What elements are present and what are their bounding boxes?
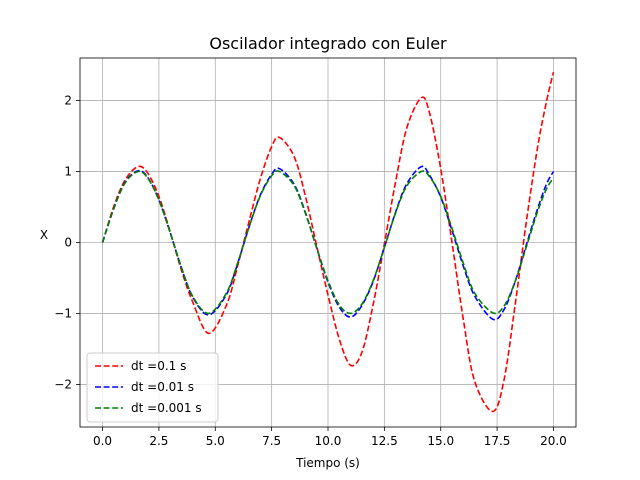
y-axis-ticks: −2 −1 0 1 2: [54, 94, 80, 391]
x-tick-label: 17.5: [484, 434, 511, 448]
plot-lines: [101, 72, 555, 413]
legend: dt =0.1 s dt =0.01 s dt =0.001 s: [86, 352, 219, 423]
x-tick-label: 2.5: [149, 434, 168, 448]
y-tick-label: 0: [64, 236, 72, 250]
y-axis-label: X: [40, 228, 48, 242]
chart-title: Oscilador integrado con Euler: [209, 34, 447, 53]
x-tick-label: 7.5: [262, 434, 281, 448]
x-tick-label: 12.5: [371, 434, 398, 448]
series-line-dt-0-001-s: [101, 170, 555, 315]
x-tick-label: 10.0: [315, 434, 342, 448]
x-tick-label: 0.0: [93, 434, 112, 448]
x-tick-label: 5.0: [206, 434, 225, 448]
x-tick-label: 20.0: [540, 434, 567, 448]
y-tick-label: 2: [64, 94, 72, 108]
legend-label: dt =0.001 s: [131, 401, 202, 415]
x-axis-label: Tiempo (s): [295, 456, 360, 470]
legend-frame: [86, 352, 219, 423]
legend-label: dt =0.1 s: [131, 359, 186, 373]
y-tick-label: 1: [64, 165, 72, 179]
x-tick-label: 15.0: [427, 434, 454, 448]
y-tick-label: −2: [54, 377, 72, 391]
legend-label: dt =0.01 s: [131, 380, 194, 394]
x-axis-ticks: 0.0 2.5 5.0 7.5 10.0 12.5 15.0 17.5 20.0: [93, 427, 567, 448]
y-tick-label: −1: [54, 306, 72, 320]
